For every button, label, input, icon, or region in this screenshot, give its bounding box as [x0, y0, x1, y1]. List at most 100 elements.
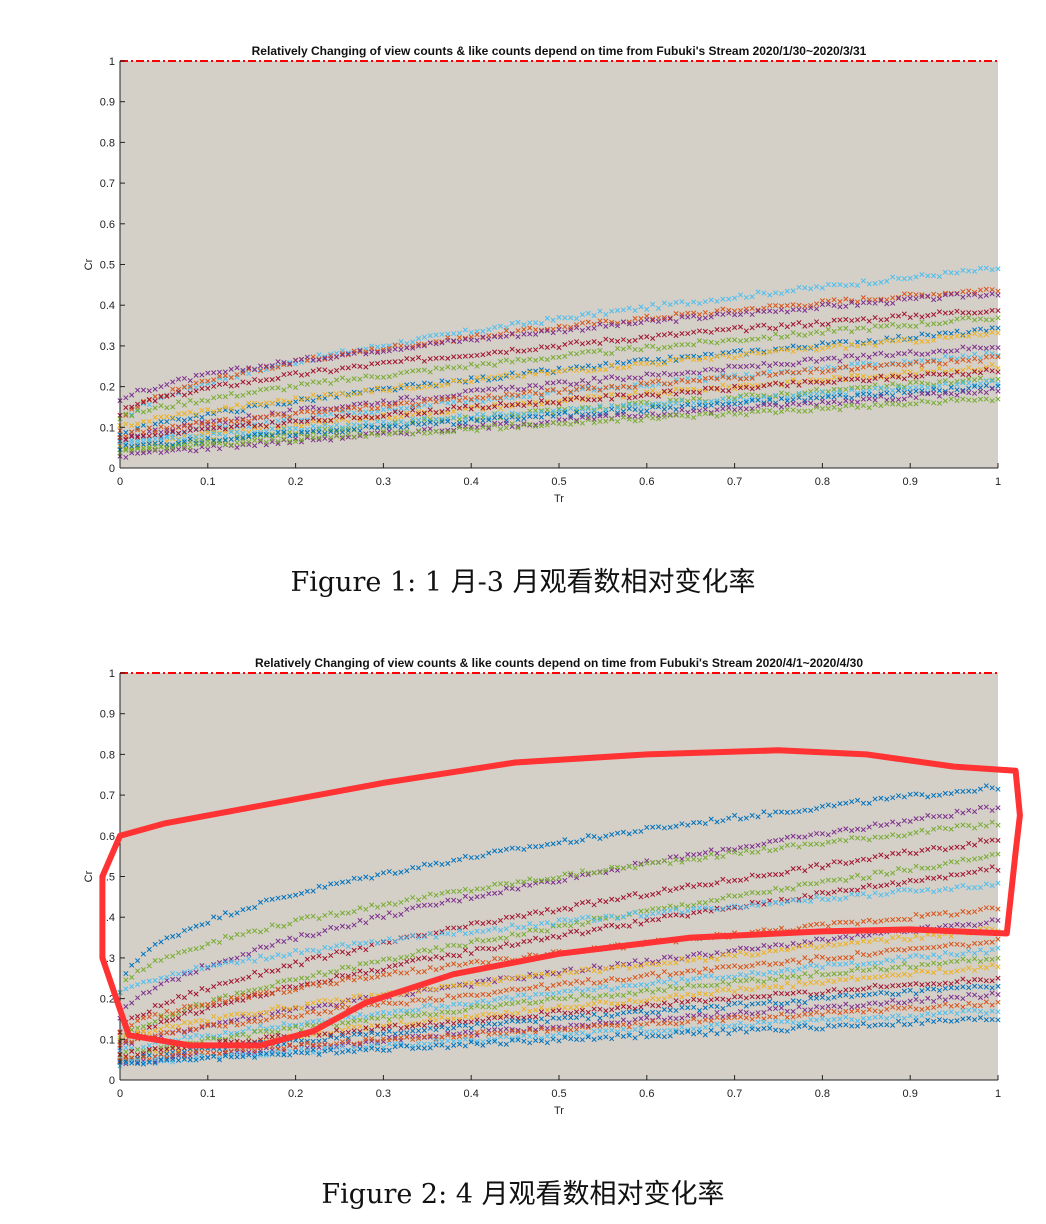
- data-point: [989, 398, 995, 404]
- data-point: [427, 956, 433, 962]
- data-point: [140, 967, 146, 973]
- data-point: [737, 994, 744, 1000]
- data-point: [966, 310, 972, 316]
- data-point: [527, 882, 533, 888]
- data-point: [152, 447, 158, 453]
- data-point: [644, 413, 650, 419]
- data-point: [720, 986, 726, 993]
- data-point: [632, 909, 638, 915]
- data-point: [556, 314, 562, 320]
- data-point: [778, 303, 784, 309]
- data-point: [878, 385, 884, 391]
- data-point: [872, 796, 878, 802]
- data-point: [269, 983, 275, 989]
- data-point: [486, 885, 492, 891]
- data-point: [386, 423, 392, 429]
- data-point: [749, 363, 755, 369]
- data-point: [679, 859, 685, 865]
- data-point: [228, 912, 234, 918]
- data-point: [410, 356, 416, 362]
- data-point: [919, 816, 925, 822]
- data-point: [275, 967, 281, 973]
- data-point: [626, 892, 632, 898]
- data-point: [579, 420, 585, 426]
- data-point: [298, 419, 305, 425]
- data-point: [433, 1006, 439, 1012]
- data-point: [819, 803, 825, 809]
- data-point: [175, 430, 182, 436]
- data-point: [895, 916, 902, 922]
- data-point: [972, 809, 978, 815]
- data-point: [129, 440, 135, 446]
- data-point: [860, 827, 866, 833]
- data-point: [650, 970, 656, 976]
- data-point: [761, 360, 767, 366]
- data-point: [720, 906, 726, 913]
- data-point: [679, 299, 685, 305]
- data-point: [702, 991, 708, 997]
- data-point: [363, 402, 369, 408]
- data-point: [819, 878, 825, 884]
- data-point: [533, 327, 539, 333]
- data-point: [199, 1024, 205, 1030]
- data-point: [410, 1013, 416, 1019]
- data-point: [603, 318, 609, 324]
- data-point: [626, 319, 632, 325]
- data-point: [603, 393, 609, 399]
- data-point: [322, 1037, 328, 1044]
- data-point: [129, 433, 135, 440]
- data-point: [462, 399, 468, 405]
- data-point: [720, 387, 726, 394]
- data-point: [298, 427, 305, 433]
- data-point: [866, 975, 872, 981]
- data-point: [942, 860, 948, 866]
- data-point: [749, 375, 755, 381]
- data-point: [673, 823, 679, 829]
- data-point: [919, 390, 925, 397]
- data-point: [849, 367, 855, 373]
- data-point: [374, 405, 381, 411]
- data-point: [708, 297, 714, 303]
- data-point: [790, 343, 796, 349]
- data-point: [339, 414, 345, 420]
- data-point: [298, 975, 305, 981]
- data-point: [374, 414, 381, 420]
- data-point: [421, 380, 427, 386]
- data-point: [135, 450, 141, 456]
- data-point: [334, 925, 340, 931]
- data-point: [544, 972, 550, 978]
- data-point: [538, 368, 544, 374]
- data-point: [644, 361, 650, 367]
- data-point: [175, 993, 182, 1000]
- data-point: [802, 323, 808, 329]
- data-point: [334, 354, 340, 360]
- data-point: [737, 851, 744, 857]
- data-point: [574, 928, 580, 934]
- data-point: [175, 399, 182, 405]
- data-point: [626, 375, 632, 381]
- data-point: [562, 379, 568, 385]
- data-point: [193, 923, 199, 929]
- data-point: [919, 398, 925, 404]
- data-point: [240, 1031, 246, 1037]
- data-point: [380, 999, 386, 1006]
- data-point: [427, 1019, 433, 1025]
- data-point: [480, 991, 486, 997]
- data-point: [427, 930, 433, 937]
- series-1: [117, 804, 1001, 1021]
- data-point: [872, 314, 878, 321]
- data-point: [228, 375, 234, 381]
- series-16: [117, 396, 1001, 456]
- data-point: [310, 955, 316, 961]
- data-point: [931, 981, 937, 987]
- data-point: [527, 876, 533, 882]
- data-point: [293, 418, 299, 424]
- data-point: [702, 406, 708, 412]
- data-point: [954, 788, 960, 794]
- data-point: [749, 812, 755, 819]
- data-point: [691, 395, 697, 402]
- data-point: [755, 814, 761, 820]
- data-point: [972, 356, 978, 362]
- data-point: [527, 401, 533, 407]
- data-point: [632, 999, 638, 1005]
